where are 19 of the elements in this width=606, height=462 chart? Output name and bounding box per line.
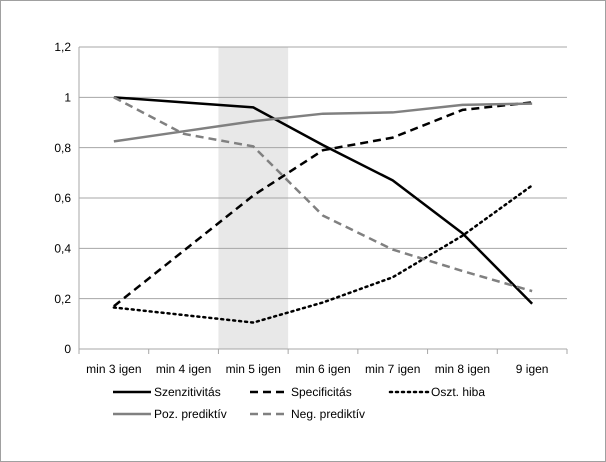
- y-tick-label: 1: [64, 90, 72, 105]
- x-tick-label: min 7 igen: [365, 362, 420, 376]
- y-tick-label: 0,4: [54, 242, 72, 256]
- legend-label: Neg. prediktív: [291, 407, 366, 422]
- x-tick-label: min 8 igen: [434, 362, 490, 376]
- y-tick-label: 0,8: [54, 140, 72, 155]
- y-tick-label: 0,6: [54, 191, 72, 206]
- y-tick-label: 0,2: [54, 292, 72, 306]
- x-tick-label: min 5 igen: [226, 362, 281, 376]
- x-tick-label: min 3 igen: [86, 362, 142, 376]
- x-tick-label: min 4 igen: [156, 362, 212, 376]
- legend-label: Szenzitivitás: [154, 385, 221, 400]
- x-tick-label: 9 igen: [516, 362, 548, 376]
- y-tick-label: 0: [64, 342, 72, 356]
- y-tick-label: 1,2: [54, 40, 72, 54]
- legend-label: Poz. prediktív: [154, 407, 227, 422]
- legend-label: Oszt. hiba: [431, 385, 486, 400]
- x-tick-label: min 6 igen: [295, 362, 351, 376]
- legend-label: Specificitás: [291, 385, 352, 400]
